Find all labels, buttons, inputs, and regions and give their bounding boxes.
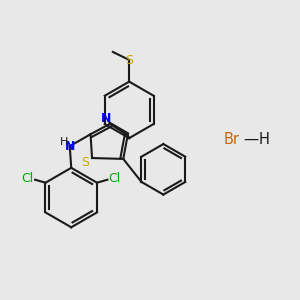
Text: H: H bbox=[60, 137, 68, 147]
Text: Cl: Cl bbox=[109, 172, 121, 185]
Text: N: N bbox=[64, 140, 75, 153]
Text: S: S bbox=[125, 54, 133, 67]
Text: —: — bbox=[243, 132, 259, 147]
Text: Br: Br bbox=[224, 132, 240, 147]
Text: N: N bbox=[101, 112, 112, 125]
Text: H: H bbox=[259, 132, 270, 147]
Text: S: S bbox=[82, 156, 89, 169]
Text: Cl: Cl bbox=[22, 172, 34, 185]
